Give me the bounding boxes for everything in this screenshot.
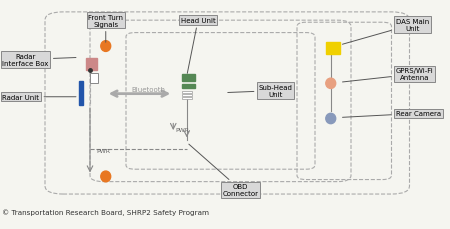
Text: Radar Unit: Radar Unit — [2, 94, 76, 100]
Bar — [79, 82, 83, 106]
Ellipse shape — [101, 171, 111, 182]
Text: PWR: PWR — [176, 127, 189, 132]
Ellipse shape — [326, 79, 336, 89]
Bar — [182, 85, 195, 89]
Bar — [182, 92, 192, 94]
Bar — [326, 43, 340, 55]
Text: Sub-Head
Unit: Sub-Head Unit — [228, 85, 292, 98]
Text: PWR: PWR — [97, 148, 111, 153]
Text: Radar
Interface Box: Radar Interface Box — [2, 54, 76, 67]
Ellipse shape — [326, 114, 336, 124]
Bar — [182, 98, 192, 99]
Text: Bluetooth: Bluetooth — [131, 86, 166, 92]
Bar — [182, 95, 192, 97]
Text: Front Turn
Signals: Front Turn Signals — [88, 15, 123, 43]
Text: Rear Camera: Rear Camera — [342, 111, 441, 118]
Bar — [90, 74, 98, 84]
Bar — [86, 59, 97, 71]
Text: Head Unit: Head Unit — [180, 18, 216, 74]
Text: OBD
Connector: OBD Connector — [189, 144, 259, 196]
Ellipse shape — [101, 41, 111, 52]
Bar — [182, 75, 195, 82]
Text: DAS Main
Unit: DAS Main Unit — [342, 19, 429, 45]
Text: GPRS/Wi-Fi
Antenna: GPRS/Wi-Fi Antenna — [342, 68, 434, 83]
Text: © Transportation Research Board, SHRP2 Safety Program: © Transportation Research Board, SHRP2 S… — [2, 208, 209, 215]
